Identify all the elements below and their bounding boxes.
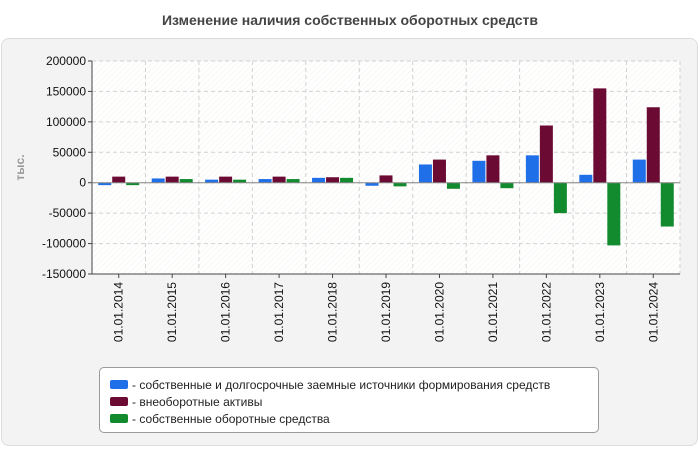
bar <box>219 176 233 183</box>
x-tick-label: 01.01.2016 <box>219 282 233 342</box>
x-tick-label: 01.01.2022 <box>539 282 553 342</box>
bar <box>632 159 646 183</box>
bar <box>660 182 674 227</box>
bar <box>340 177 354 183</box>
chart-title: Изменение наличия собственных оборотных … <box>161 12 539 28</box>
legend-swatch-series-3 <box>110 414 128 423</box>
legend-label: - внеоборотные активы <box>132 394 263 409</box>
y-tick-label: 50000 <box>53 145 87 159</box>
bar <box>553 182 567 214</box>
bar <box>593 88 607 183</box>
y-tick-label: -100000 <box>42 237 86 251</box>
bar <box>472 160 486 183</box>
bar <box>165 176 179 183</box>
bar <box>286 179 300 183</box>
y-tick-label: -150000 <box>42 267 86 281</box>
bar <box>432 159 446 183</box>
plot-area <box>92 61 680 274</box>
x-tick-label: 01.01.2014 <box>112 282 126 342</box>
bar <box>486 155 500 183</box>
bar <box>607 182 621 246</box>
bar <box>365 182 379 186</box>
x-tick-label: 01.01.2023 <box>593 282 607 342</box>
x-tick-label: 01.01.2020 <box>432 282 446 342</box>
bar <box>646 107 660 183</box>
legend-label: - собственные оборотные средства <box>132 411 330 426</box>
legend: - собственные и долгосрочные заемные ист… <box>99 367 599 433</box>
y-axis-label: тыс. <box>13 154 27 180</box>
bar <box>112 176 126 183</box>
bar <box>272 176 286 183</box>
bar <box>525 155 539 183</box>
legend-swatch-series-1 <box>110 380 128 389</box>
y-tick-label: 100000 <box>46 115 86 129</box>
legend-swatch-series-2 <box>110 397 128 406</box>
bar <box>258 179 272 183</box>
legend-item: - собственные и долгосрочные заемные ист… <box>110 376 598 393</box>
bar <box>179 179 193 183</box>
tick-labels: 200000 150000 100000 50000 0 -50000 -100000 -15… <box>42 54 660 342</box>
axes <box>88 60 680 278</box>
bar <box>379 175 393 183</box>
y-tick-label: 200000 <box>46 54 86 68</box>
bar <box>326 177 340 183</box>
bar <box>126 182 140 186</box>
x-tick-label: 01.01.2018 <box>326 282 340 342</box>
bar <box>205 179 219 183</box>
y-tick-label: 150000 <box>46 84 86 98</box>
bar <box>446 182 460 189</box>
x-tick-label: 01.01.2019 <box>379 282 393 342</box>
y-tick-label: 0 <box>79 176 86 190</box>
bars <box>98 88 674 246</box>
x-tick-label: 01.01.2021 <box>486 282 500 342</box>
bar <box>539 125 553 183</box>
bar <box>579 174 593 183</box>
legend-item: - собственные оборотные средства <box>110 410 598 427</box>
bar <box>312 177 326 183</box>
bar <box>418 164 432 183</box>
bar <box>98 182 112 186</box>
legend-item: - внеоборотные активы <box>110 393 598 410</box>
x-tick-label: 01.01.2017 <box>272 282 286 342</box>
bar <box>151 178 165 183</box>
bar <box>500 182 514 189</box>
x-tick-label: 01.01.2015 <box>165 282 179 342</box>
legend-label: - собственные и долгосрочные заемные ист… <box>132 377 551 392</box>
bar <box>233 179 247 183</box>
y-tick-label: -50000 <box>49 206 87 220</box>
x-tick-label: 01.01.2024 <box>646 282 660 342</box>
bar <box>393 182 407 187</box>
